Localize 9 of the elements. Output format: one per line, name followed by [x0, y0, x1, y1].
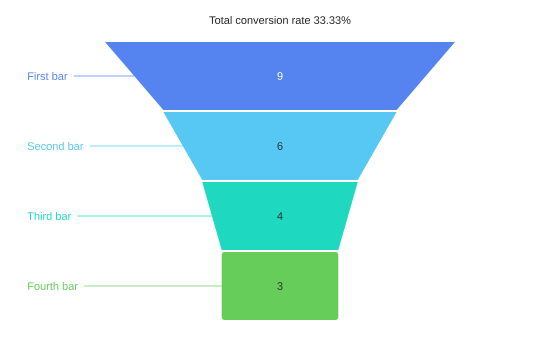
data-label: 3 — [277, 282, 283, 290]
category-label: First bar — [28, 72, 68, 80]
data-label: 6 — [278, 142, 283, 150]
category-label: Fourth bar — [28, 282, 78, 290]
data-label: 4 — [277, 212, 283, 220]
text: Total conversion rate 33.33% — [209, 16, 351, 24]
category-label: Second bar — [28, 142, 84, 150]
data-label: 9 — [277, 72, 283, 80]
category-label: Third bar — [27, 212, 72, 220]
